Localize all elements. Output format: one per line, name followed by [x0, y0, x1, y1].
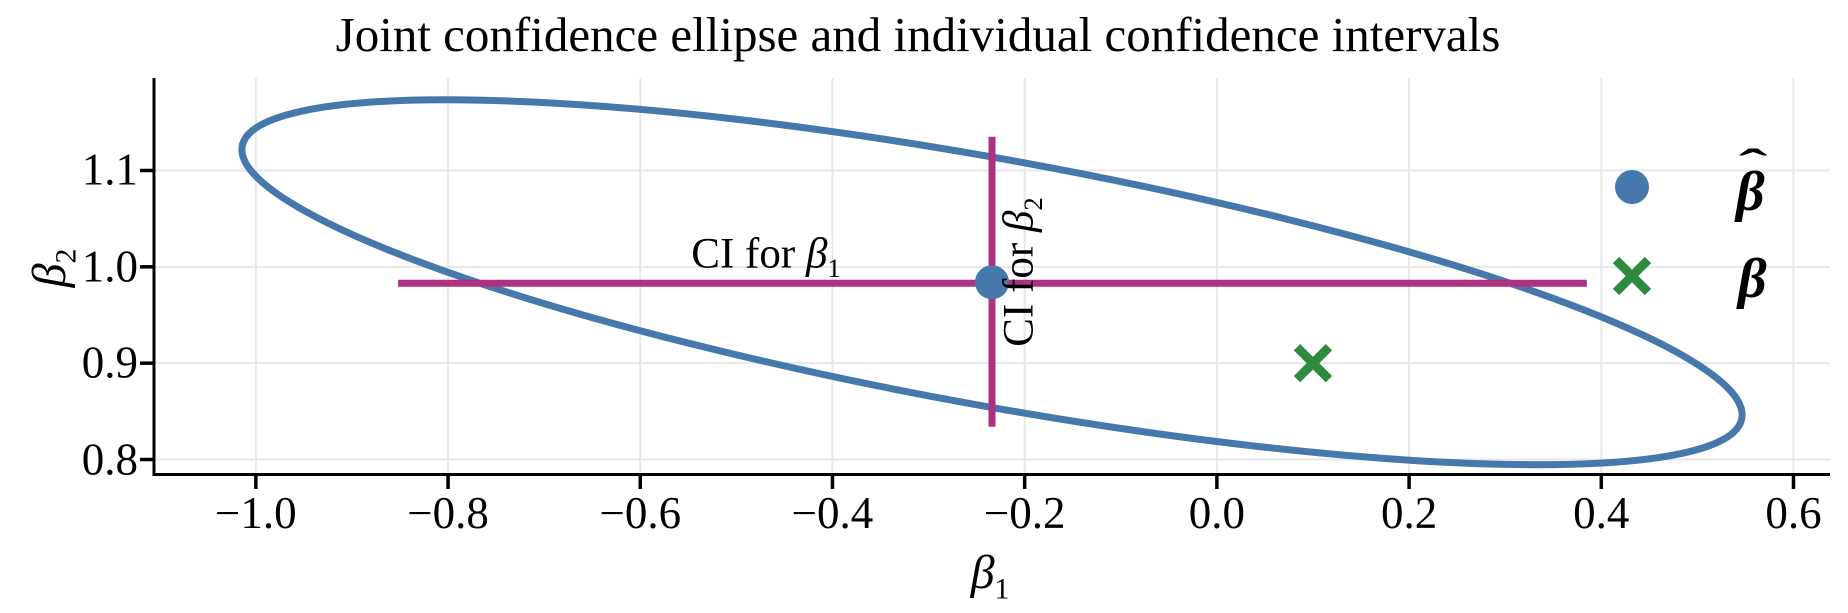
x-tick-label: 0.4	[1573, 488, 1630, 538]
y-tick-label: 0.9	[81, 337, 138, 388]
x-axis-symbol: β	[970, 546, 995, 599]
hat-accent: ˆ	[1738, 140, 1767, 191]
beta_hat-point	[975, 265, 1009, 300]
chart-title: Joint confidence ellipse and individual …	[335, 7, 1501, 62]
legend-label-beta: β	[1738, 248, 1767, 310]
x-tick-label: 0.6	[1765, 488, 1822, 538]
x-tick-label: −0.2	[983, 488, 1066, 538]
y-tick-label: 1.1	[81, 144, 138, 195]
x-tick-label: 0.0	[1188, 488, 1245, 538]
ci-beta1-label: CI for β1	[691, 230, 841, 284]
x-tick-label: −1.0	[215, 488, 297, 538]
legend-beta-hat-marker	[1615, 170, 1649, 204]
x-axis-label: β1	[970, 546, 1010, 604]
y-tick-label: 1.0	[81, 241, 138, 292]
x-tick-label: −0.6	[599, 488, 682, 538]
ci-beta2-label: CI for β2	[995, 197, 1049, 347]
x-tick-label: −0.4	[791, 488, 874, 538]
joint-confidence-ellipse	[238, 96, 1746, 469]
y-tick-label: 0.8	[81, 434, 138, 484]
x-tick-label: −0.8	[407, 488, 489, 538]
legend-beta-marker	[1612, 256, 1652, 296]
beta_true-point	[1293, 343, 1333, 383]
x-tick-label: 0.2	[1380, 488, 1438, 538]
x-axis-subscript: 1	[994, 572, 1010, 606]
